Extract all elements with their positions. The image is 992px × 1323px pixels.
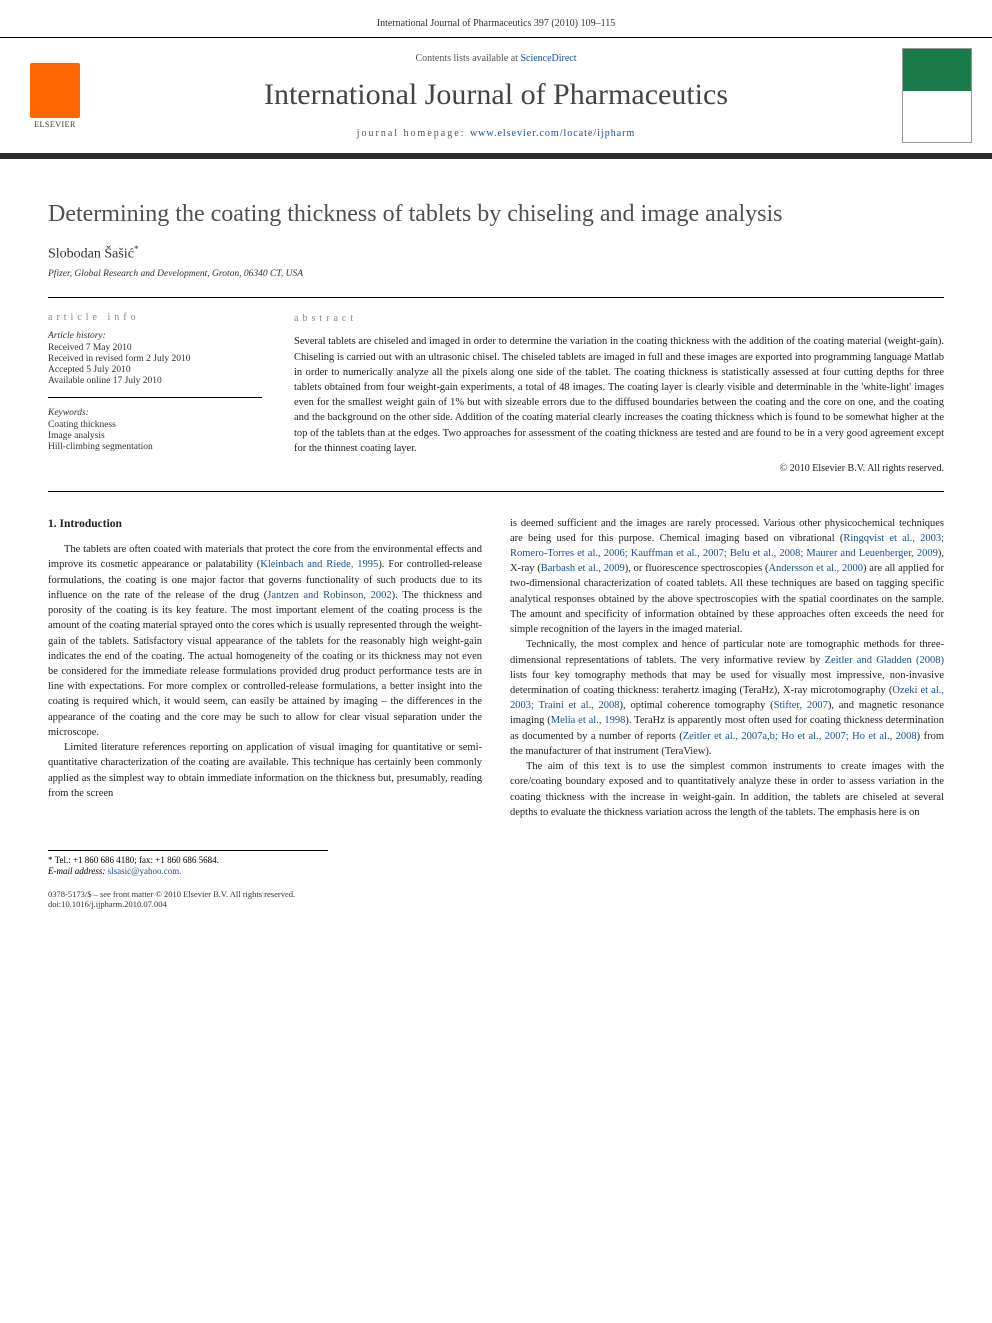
author-name: Slobodan Šašić (48, 247, 134, 262)
citation-link[interactable]: Zeitler et al., 2007a,b; Ho et al., 2007… (683, 731, 917, 742)
affiliation: Pfizer, Global Research and Development,… (0, 265, 992, 297)
section-heading-introduction: 1. Introduction (48, 516, 482, 533)
elsevier-tree-icon (30, 63, 80, 118)
right-column: is deemed sufficient and the images are … (510, 516, 944, 820)
article-info-heading: article info (48, 312, 262, 323)
citation-link[interactable]: Stifter, 2007 (774, 700, 828, 711)
history-line: Accepted 5 July 2010 (48, 365, 262, 375)
citation-link[interactable]: Andersson et al., 2000 (768, 563, 863, 574)
footnote-email-line: E-mail address: slsasic@yahoo.com. (48, 866, 328, 876)
author-email-link[interactable]: slsasic@yahoo.com. (108, 866, 182, 876)
front-matter-line: 0378-5173/$ – see front matter © 2010 El… (48, 889, 944, 899)
journal-homepage-link[interactable]: www.elsevier.com/locate/ijpharm (470, 128, 635, 139)
body-two-column: 1. Introduction The tablets are often co… (0, 492, 992, 830)
left-column: 1. Introduction The tablets are often co… (48, 516, 482, 820)
abstract-copyright: © 2010 Elsevier B.V. All rights reserved… (294, 462, 944, 477)
history-label: Article history: (48, 331, 262, 341)
citation-link[interactable]: Melia et al., 1998 (551, 715, 626, 726)
history-line: Available online 17 July 2010 (48, 376, 262, 386)
footnote-tel-line: * Tel.: +1 860 686 4180; fax: +1 860 686… (48, 855, 328, 865)
sciencedirect-link[interactable]: ScienceDirect (520, 53, 576, 64)
keywords-label: Keywords: (48, 408, 262, 418)
masthead-center: Contents lists available at ScienceDirec… (90, 53, 902, 139)
abstract-column: abstract Several tablets are chiseled an… (278, 298, 944, 491)
info-abstract-row: article info Article history: Received 7… (0, 298, 992, 491)
elsevier-logo: ELSEVIER (20, 56, 90, 136)
history-line: Received in revised form 2 July 2010 (48, 354, 262, 364)
citation-text: International Journal of Pharmaceutics 3… (377, 18, 615, 29)
paragraph: is deemed sufficient and the images are … (510, 516, 944, 638)
author-marker: * (134, 244, 139, 254)
paragraph: Technically, the most complex and hence … (510, 637, 944, 759)
article-title: Determining the coating thickness of tab… (0, 159, 992, 242)
paragraph: The tablets are often coated with materi… (48, 542, 482, 740)
citation-link[interactable]: Zeitler and Gladden (2008) (825, 655, 944, 666)
abstract-heading: abstract (294, 312, 944, 327)
author-line: Slobodan Šašić* (0, 242, 992, 265)
keyword: Hill-climbing segmentation (48, 442, 262, 452)
running-header: International Journal of Pharmaceutics 3… (0, 0, 992, 37)
journal-homepage-line: journal homepage: www.elsevier.com/locat… (90, 128, 902, 139)
citation-link[interactable]: Jantzen and Robinson, 2002 (267, 590, 391, 601)
paragraph: Limited literature references reporting … (48, 740, 482, 801)
journal-cover-thumbnail (902, 48, 972, 143)
article-history-block: Article history: Received 7 May 2010 Rec… (48, 331, 262, 398)
journal-name: International Journal of Pharmaceutics (90, 78, 902, 112)
doi-line: doi:10.1016/j.ijpharm.2010.07.004 (48, 899, 944, 909)
keyword: Coating thickness (48, 420, 262, 430)
contents-available-line: Contents lists available at ScienceDirec… (90, 53, 902, 64)
abstract-text: Several tablets are chiseled and imaged … (294, 334, 944, 456)
journal-masthead: ELSEVIER Contents lists available at Sci… (0, 37, 992, 159)
history-line: Received 7 May 2010 (48, 343, 262, 353)
article-info-column: article info Article history: Received 7… (48, 298, 278, 491)
page-footer: 0378-5173/$ – see front matter © 2010 El… (0, 877, 992, 929)
elsevier-label: ELSEVIER (34, 120, 76, 129)
corresponding-author-footnote: * Tel.: +1 860 686 4180; fax: +1 860 686… (48, 850, 328, 876)
keyword: Image analysis (48, 431, 262, 441)
paragraph: The aim of this text is to use the simpl… (510, 759, 944, 820)
citation-link[interactable]: Barbash et al., 2009 (541, 563, 625, 574)
citation-link[interactable]: Kleinbach and Riede, 1995 (260, 559, 378, 570)
